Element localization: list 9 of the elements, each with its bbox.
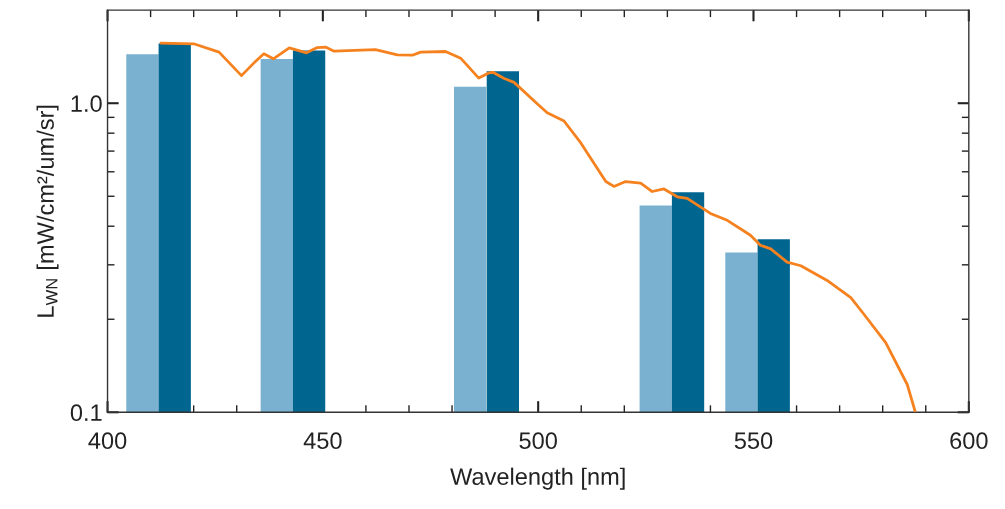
x-tick-label: 400 (88, 432, 127, 450)
y-tick-label: 0.1 (70, 404, 102, 422)
x-tick-label: 550 (734, 432, 773, 450)
x-tick-label: 500 (519, 432, 557, 450)
x-axis-title: Wavelength [nm] (450, 467, 625, 490)
y-axis-title: L$_{WN}$ [mW/cm²/um/sr] (36, 105, 59, 317)
x-tick-label: 600 (950, 432, 988, 450)
y-tick-label: 1.0 (71, 95, 102, 113)
x-tick-label: 450 (303, 432, 342, 450)
